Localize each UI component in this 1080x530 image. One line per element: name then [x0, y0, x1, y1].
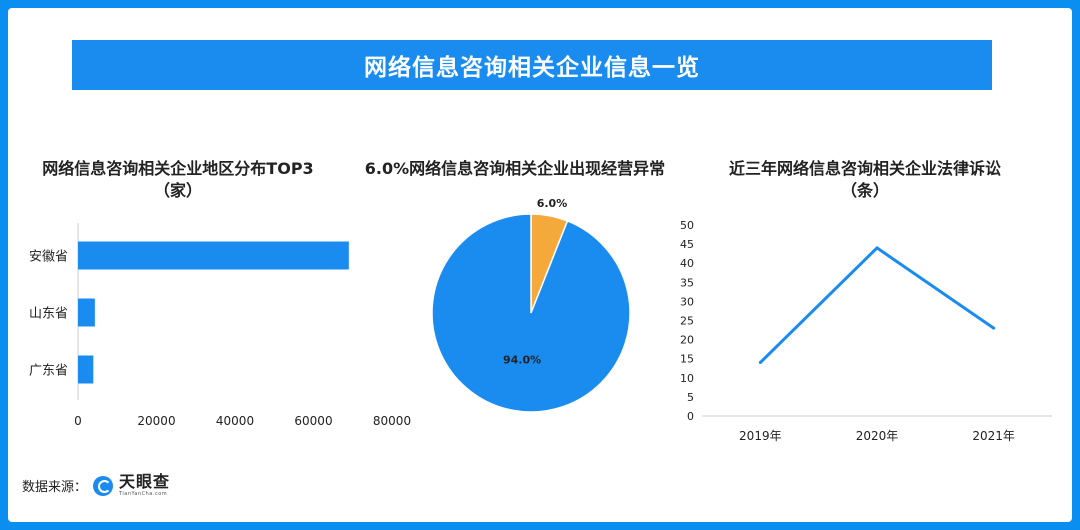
pie-chart-title-text: 6.0%网络信息咨询相关企业出现经营异常: [364, 159, 666, 178]
logo-name: 天眼查: [119, 472, 171, 491]
tianyancha-logo: 天眼查 TianYanCha.com: [119, 474, 170, 497]
line-y-tick-label: 50: [680, 219, 694, 232]
bar: [78, 355, 94, 384]
line-y-tick-label: 0: [687, 410, 694, 423]
line-y-tick-label: 40: [680, 257, 694, 270]
line-x-tick-label: 2020年: [856, 429, 899, 443]
line-y-tick-label: 15: [680, 353, 694, 366]
pie-chart: 6.0% 94.0%: [431, 197, 631, 413]
pie-slice: [431, 213, 631, 413]
banner-title: 网络信息咨询相关企业信息一览: [72, 40, 992, 90]
bar: [78, 241, 349, 270]
line-x-tick-label: 2019年: [739, 429, 782, 443]
line-x-tick-label: 2021年: [972, 429, 1015, 443]
bar-tick-label: 40000: [216, 414, 254, 428]
line-chart: 0 5 10 15 20 25 30 35 40 45 50 2019年 2020年 2021年: [680, 219, 1052, 443]
line-chart-title: 近三年网络信息咨询相关企业法律诉讼 （条）: [690, 158, 1040, 202]
bar-chart-title-text: 网络信息咨询相关企业地区分布TOP3: [42, 159, 314, 178]
bar-category-label: 安徽省: [29, 250, 68, 265]
line-point: [875, 246, 879, 250]
line-y-tick-label: 5: [687, 391, 694, 404]
bar-category-label: 广东省: [29, 364, 68, 379]
line-point: [758, 361, 762, 365]
line-point: [992, 326, 996, 330]
tianyancha-logo-icon: [93, 475, 114, 496]
bar-category-label: 山东省: [29, 307, 68, 322]
bar-tick-label: 80000: [373, 414, 411, 428]
bar-tick-label: 60000: [294, 414, 332, 428]
line-chart-unit: （条）: [840, 181, 889, 200]
line-y-tick-label: 20: [680, 334, 694, 347]
source: 数据来源： 天眼查 TianYanCha.com: [22, 474, 170, 497]
pie-slice-label: 94.0%: [503, 354, 541, 367]
line-y-tick-label: 10: [680, 372, 694, 385]
line-chart-title-text: 近三年网络信息咨询相关企业法律诉讼: [728, 159, 1001, 178]
line-y-tick-label: 45: [680, 238, 694, 251]
pie-slice-label: 6.0%: [537, 197, 568, 210]
logo-domain: TianYanCha.com: [119, 491, 168, 497]
bar-chart-unit: （家）: [153, 181, 202, 200]
line-y-tick-label: 25: [680, 315, 694, 328]
bar: [78, 298, 95, 327]
line-y-tick-label: 30: [680, 295, 694, 308]
bar-tick-label: 20000: [137, 414, 175, 428]
line-series: [759, 246, 995, 364]
bar-chart-title: 网络信息咨询相关企业地区分布TOP3 （家）: [18, 158, 338, 202]
bar-tick-label: 0: [74, 414, 82, 428]
source-label: 数据来源：: [22, 480, 88, 495]
line-y-tick-label: 35: [680, 276, 694, 289]
pie-chart-title: 6.0%网络信息咨询相关企业出现经营异常: [340, 158, 690, 180]
